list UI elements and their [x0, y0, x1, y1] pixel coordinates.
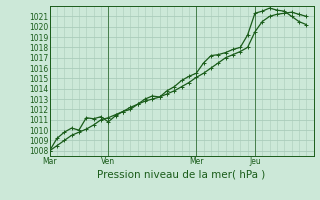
X-axis label: Pression niveau de la mer( hPa ): Pression niveau de la mer( hPa ) — [98, 169, 266, 179]
